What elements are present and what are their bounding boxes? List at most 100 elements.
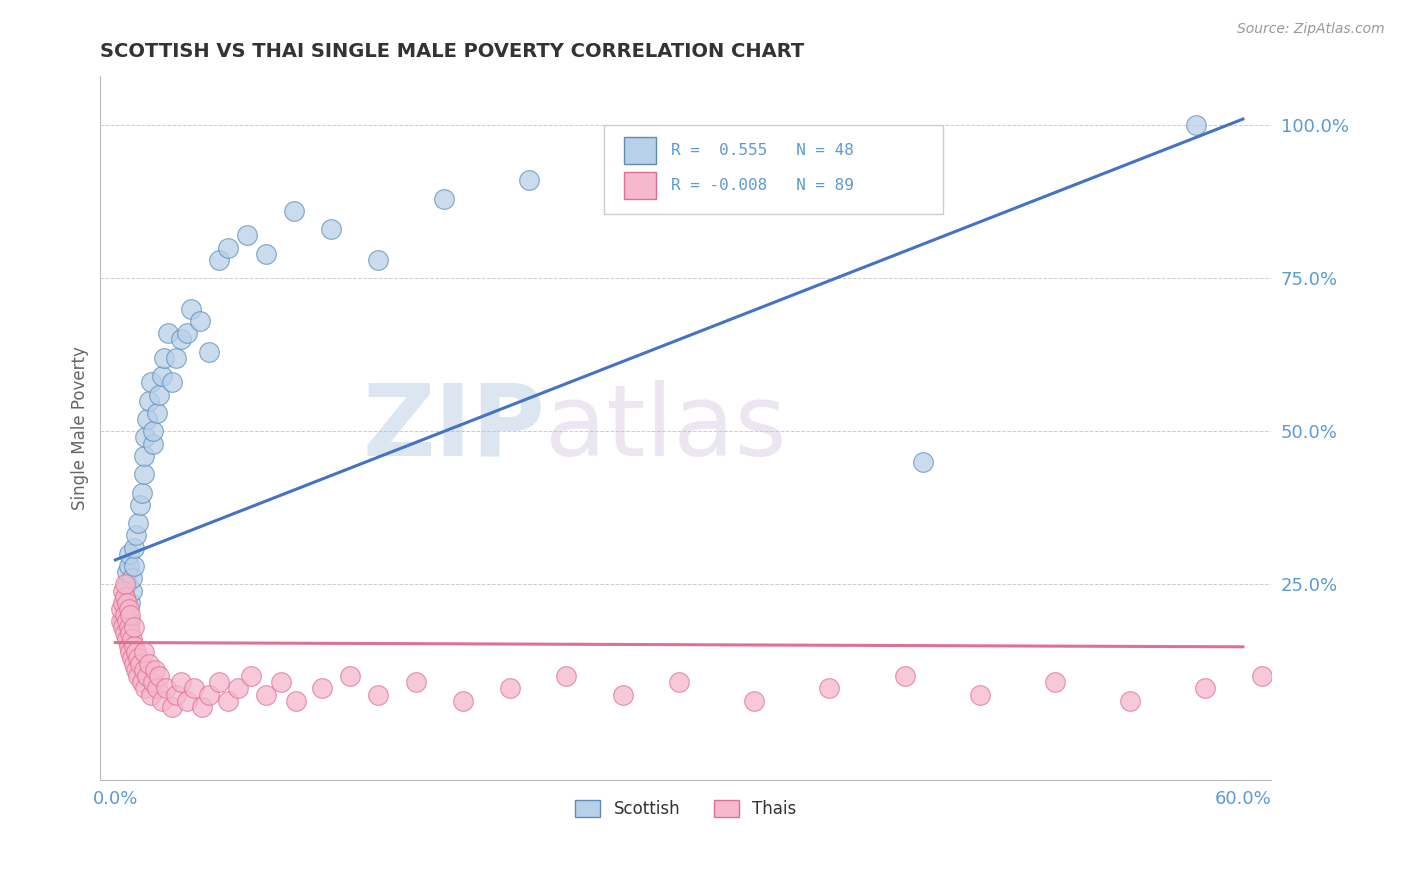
Point — [139, 688, 162, 702]
Point — [150, 694, 173, 708]
Point — [188, 314, 211, 328]
Point — [115, 577, 138, 591]
Point — [1194, 681, 1216, 696]
Text: ZIP: ZIP — [363, 380, 546, 476]
Point — [127, 669, 149, 683]
Point — [612, 688, 634, 702]
Point — [121, 650, 143, 665]
Text: SCOTTISH VS THAI SINGLE MALE POVERTY CORRELATION CHART: SCOTTISH VS THAI SINGLE MALE POVERTY COR… — [100, 42, 804, 61]
Y-axis label: Single Male Poverty: Single Male Poverty — [72, 346, 89, 510]
Text: Source: ZipAtlas.com: Source: ZipAtlas.com — [1237, 22, 1385, 37]
Point — [818, 681, 841, 696]
Point — [160, 699, 183, 714]
FancyBboxPatch shape — [603, 126, 943, 213]
Point — [217, 241, 239, 255]
Point — [114, 607, 136, 622]
Point — [114, 602, 136, 616]
Point — [451, 694, 474, 708]
Point — [138, 657, 160, 671]
Point — [114, 590, 136, 604]
Point — [121, 583, 143, 598]
Point — [111, 614, 134, 628]
Point — [128, 657, 150, 671]
Point — [132, 467, 155, 482]
Point — [122, 639, 145, 653]
Point — [208, 252, 231, 267]
Point — [499, 681, 522, 696]
Point — [1185, 118, 1208, 132]
Point — [114, 577, 136, 591]
Point — [127, 516, 149, 530]
Point — [183, 681, 205, 696]
Point — [180, 301, 202, 316]
Text: atlas: atlas — [546, 380, 787, 476]
Point — [121, 632, 143, 647]
Point — [117, 559, 139, 574]
Point — [1250, 669, 1272, 683]
Point — [555, 669, 578, 683]
Point — [912, 455, 935, 469]
Point — [115, 632, 138, 647]
Point — [134, 430, 156, 444]
Point — [148, 669, 170, 683]
Point — [128, 498, 150, 512]
Point — [132, 449, 155, 463]
Point — [134, 681, 156, 696]
Point — [198, 688, 221, 702]
Point — [969, 688, 991, 702]
Point — [517, 173, 540, 187]
Point — [148, 387, 170, 401]
Point — [115, 565, 138, 579]
Point — [217, 694, 239, 708]
Point — [236, 228, 259, 243]
Point — [176, 326, 198, 341]
Point — [122, 541, 145, 555]
Point — [142, 436, 165, 450]
Point — [668, 675, 690, 690]
Point — [254, 246, 277, 260]
FancyBboxPatch shape — [624, 172, 657, 199]
Point — [155, 681, 177, 696]
Point — [321, 222, 343, 236]
Point — [117, 602, 139, 616]
Point — [136, 412, 159, 426]
Point — [136, 669, 159, 683]
Point — [742, 694, 765, 708]
Point — [198, 344, 221, 359]
Point — [1288, 688, 1310, 702]
Text: R = -0.008   N = 89: R = -0.008 N = 89 — [671, 178, 853, 193]
Point — [239, 669, 262, 683]
Point — [156, 326, 179, 341]
Point — [132, 663, 155, 677]
Point — [165, 351, 187, 365]
Point — [114, 626, 136, 640]
Point — [176, 694, 198, 708]
Point — [125, 663, 148, 677]
Point — [433, 192, 456, 206]
Point — [122, 657, 145, 671]
Point — [139, 376, 162, 390]
Point — [132, 645, 155, 659]
Point — [1119, 694, 1142, 708]
Point — [367, 688, 389, 702]
Point — [160, 376, 183, 390]
Point — [142, 675, 165, 690]
Point — [120, 614, 142, 628]
Point — [122, 559, 145, 574]
Text: R =  0.555   N = 48: R = 0.555 N = 48 — [671, 143, 853, 158]
Point — [122, 620, 145, 634]
Point — [226, 681, 249, 696]
Point — [110, 602, 132, 616]
Point — [405, 675, 427, 690]
Point — [208, 675, 231, 690]
Point — [120, 626, 142, 640]
Point — [111, 596, 134, 610]
Point — [127, 650, 149, 665]
Point — [117, 547, 139, 561]
Point — [131, 675, 153, 690]
Point — [191, 699, 214, 714]
Point — [270, 675, 292, 690]
Point — [367, 252, 389, 267]
Point — [125, 528, 148, 542]
Point — [125, 645, 148, 659]
